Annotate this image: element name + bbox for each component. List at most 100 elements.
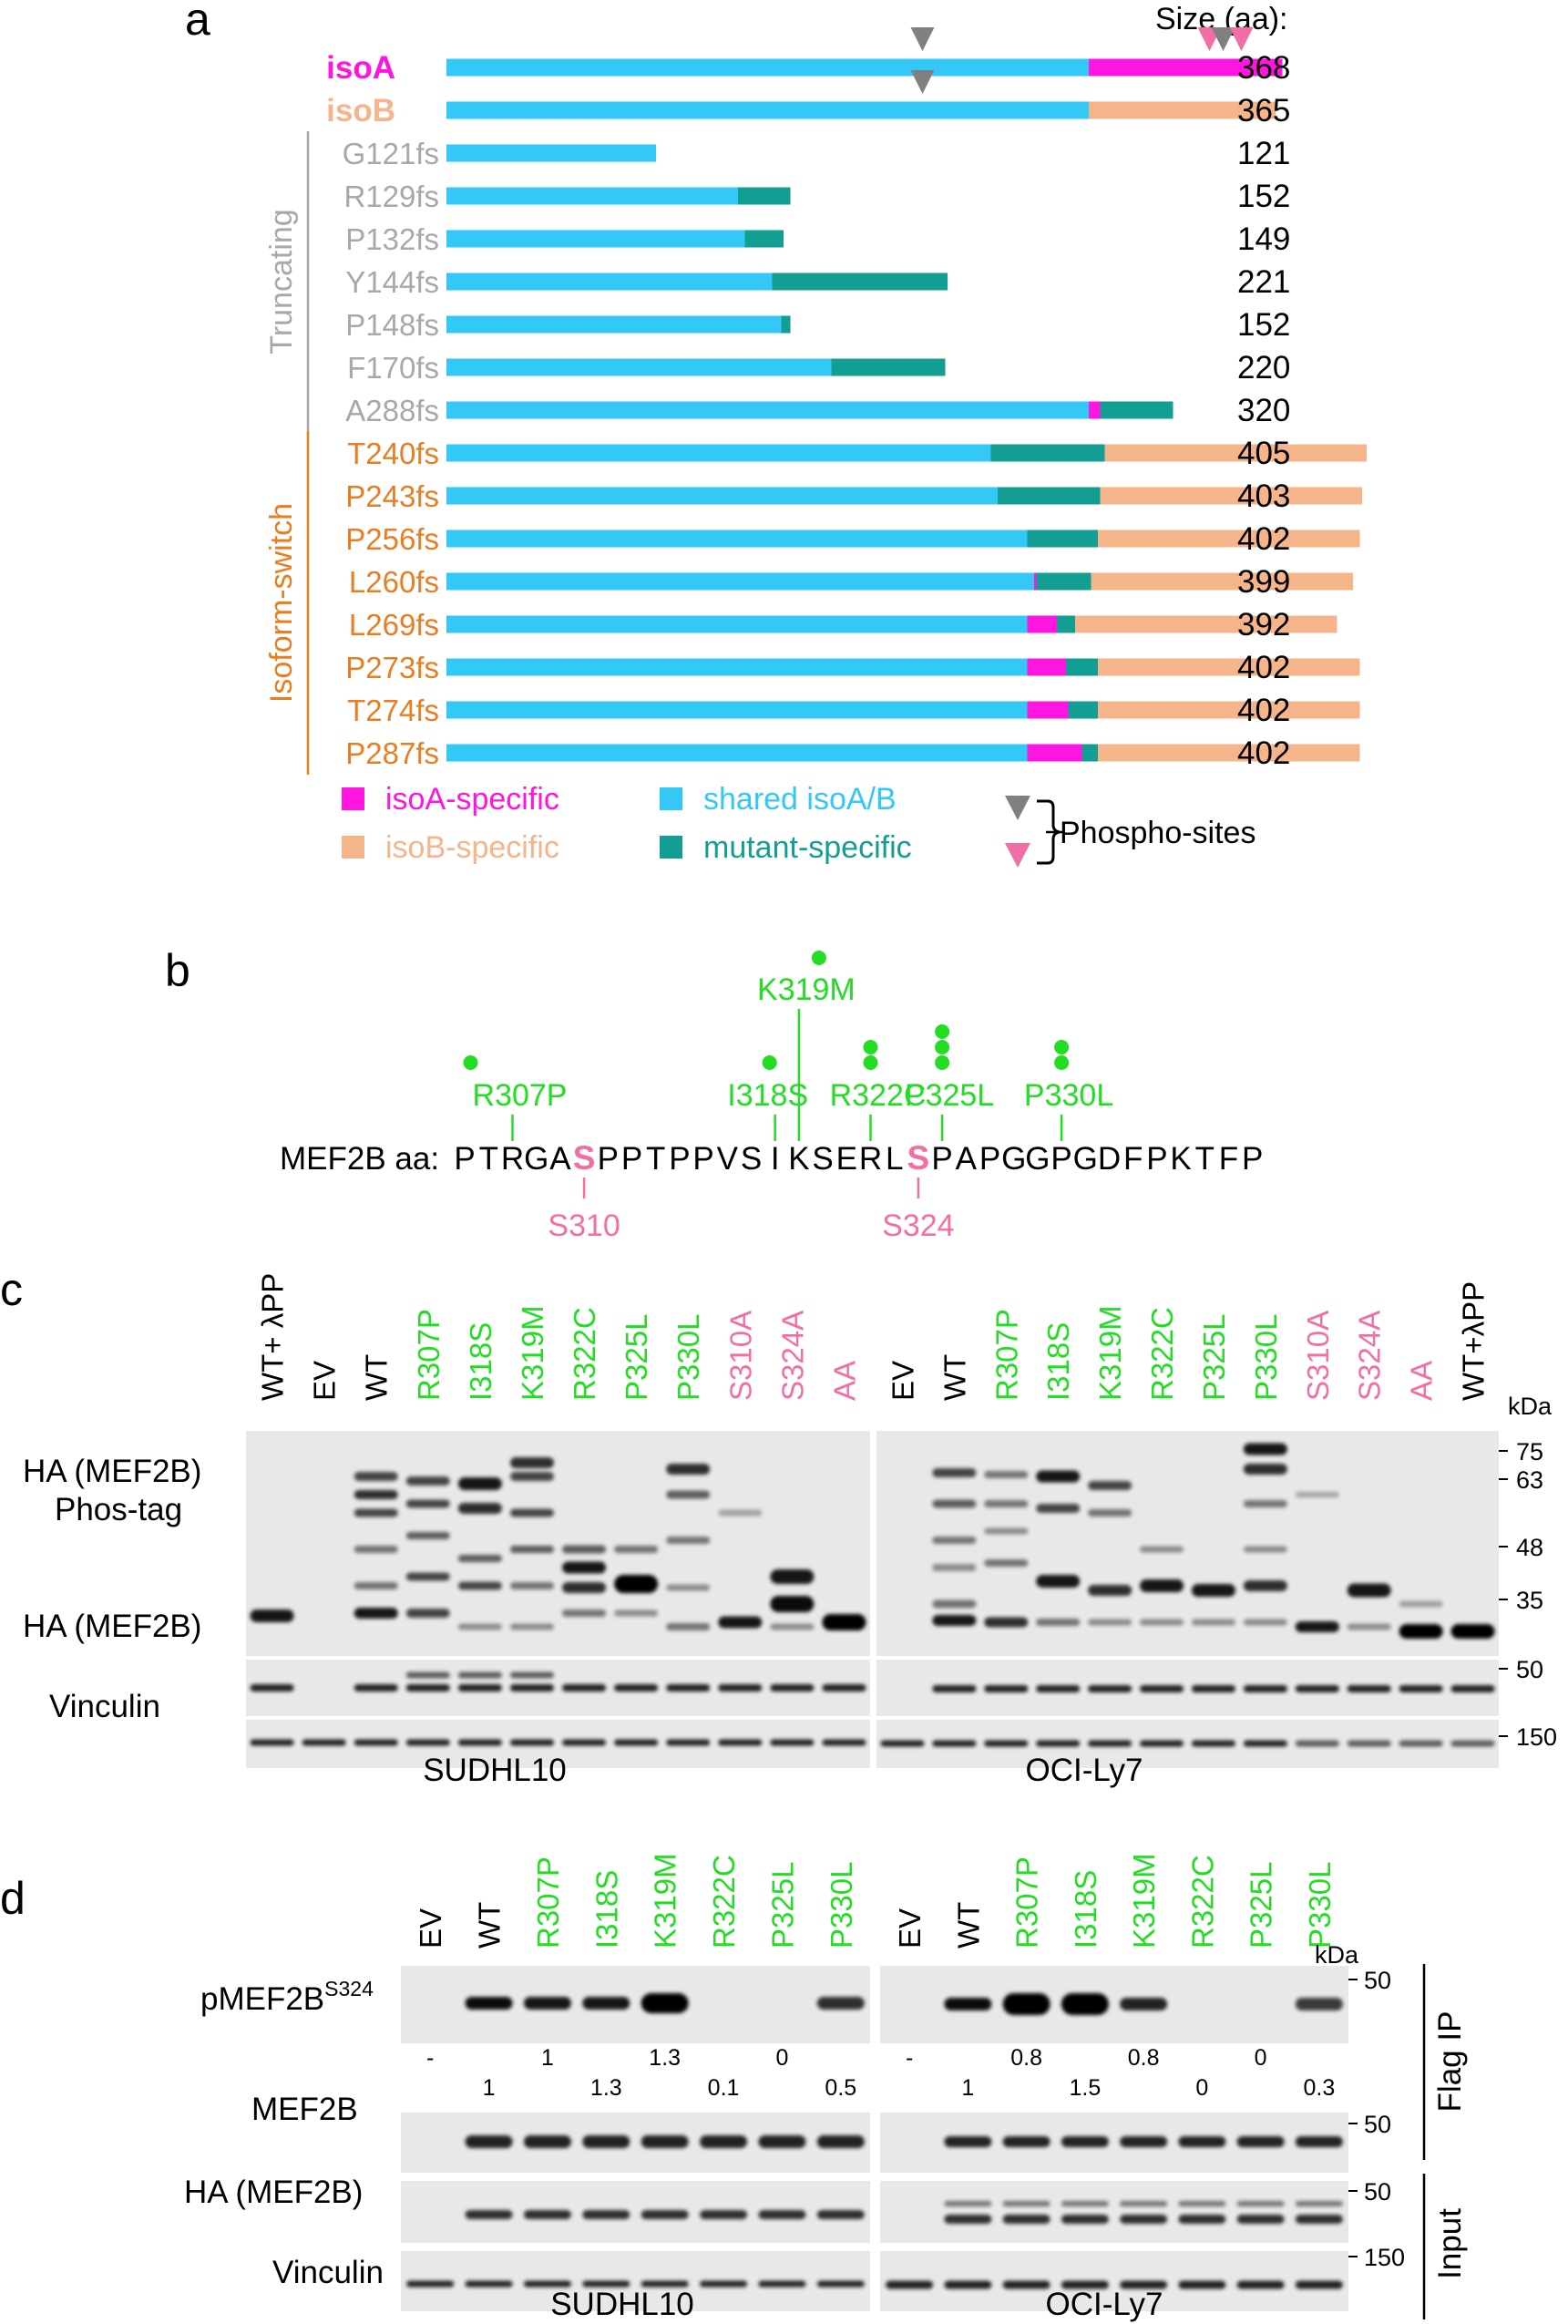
group-isoform-switch: T240fs 405 P243fs 403 P256fs 402 L260fs 399 L269… <box>264 431 1367 775</box>
residue: A <box>549 1141 571 1177</box>
ha-upper-band <box>405 1671 450 1679</box>
protein-size: 220 <box>1237 350 1290 386</box>
vinculin-band <box>523 2280 571 2288</box>
mutant-p273fs-mutant-segment <box>1066 658 1098 676</box>
legend-item-shared-isoa-b: shared isoA/B <box>660 782 897 817</box>
mutation-recurrence-dot <box>863 1055 878 1070</box>
protein-size: 320 <box>1237 393 1290 428</box>
mef2b-band <box>944 2136 992 2147</box>
cell-line-sudhl10: SUDHL10 <box>423 1753 567 1788</box>
residue: P <box>1050 1141 1071 1177</box>
quant-value: 0.3 <box>1303 2075 1335 2101</box>
phos-tag-band <box>1243 1580 1287 1591</box>
mutant-p287fs-isoB-segment <box>1098 744 1360 762</box>
mutant-name: P243fs <box>345 479 439 513</box>
lane-label-p325l: P325L <box>620 1314 653 1401</box>
lane-label-p330l: P330L <box>825 1862 858 1949</box>
mutation-label: R322C <box>830 1078 927 1113</box>
phospho-sites-label: Phospho-sites <box>1060 816 1255 850</box>
isoform-rows: isoA 368 isoB 365 <box>326 27 1290 129</box>
kda-label: kDa <box>1508 1393 1553 1420</box>
grey-phospho-site-triangle <box>1211 27 1235 51</box>
residue: P <box>598 1141 619 1177</box>
phos-tag-band <box>932 1599 977 1609</box>
ha-band <box>770 1684 815 1692</box>
phos-tag-band <box>666 1537 711 1544</box>
lane-label-r322c: R322C <box>568 1307 601 1401</box>
vinculin-band <box>770 1739 815 1746</box>
phos-tag-band <box>984 1559 1029 1567</box>
protein-size: 402 <box>1237 521 1290 557</box>
residue: G <box>524 1141 548 1177</box>
phos-tag-band <box>984 1527 1029 1535</box>
cell-line-oci-ly7: OCI-Ly7 <box>1045 2287 1163 2322</box>
phos-tag-band <box>770 1623 815 1630</box>
lane-label-r307p: R307P <box>989 1309 1023 1401</box>
mutation-recurrence-dot <box>762 1055 777 1070</box>
ha-band <box>1295 1685 1339 1692</box>
ha-band <box>932 1685 977 1692</box>
mutant-p256fs-isoB-segment <box>1098 530 1360 548</box>
ha-band <box>1036 1685 1081 1692</box>
legend-label: shared isoA/B <box>703 782 897 817</box>
phos-tag-band <box>1191 1584 1235 1597</box>
mutant-row-p273fs: P273fs 402 <box>345 650 1360 685</box>
mutation-recurrence-dot <box>1054 1040 1070 1054</box>
ha-input-upper-band <box>1295 2201 1343 2206</box>
residue: P <box>931 1141 952 1177</box>
ha-input-band <box>1295 2215 1343 2224</box>
mutant-row-p287fs: P287fs 402 <box>345 735 1360 771</box>
protein-size: 221 <box>1237 264 1290 300</box>
row-label-phos-tag: Phos-tag <box>55 1492 182 1527</box>
phos-tag-band <box>1295 1621 1339 1632</box>
vinculin-band <box>641 2280 689 2288</box>
mutant-a288fs-shared-segment <box>446 401 1089 419</box>
mutation-recurrence-dot <box>463 1055 478 1070</box>
lane-label-ev: EV <box>308 1361 342 1401</box>
ha-band <box>614 1684 659 1692</box>
marker-48: 48 <box>1516 1534 1543 1561</box>
mutation-recurrence-dot <box>935 1024 950 1039</box>
residue: G <box>1001 1141 1026 1177</box>
phos-tag-band <box>509 1508 554 1517</box>
phos-tag-band <box>509 1623 554 1630</box>
isoform-isob-isoB-segment <box>1089 101 1276 119</box>
phos-tag-band <box>718 1616 763 1629</box>
mutant-name: L260fs <box>349 565 439 599</box>
mutant-p132fs-shared-segment <box>446 230 745 248</box>
lane-label-i318s: I318S <box>464 1322 497 1401</box>
mutant-g121fs-shared-segment <box>446 144 656 162</box>
vinculin-band <box>886 2280 934 2289</box>
phos-tag-band <box>932 1564 977 1571</box>
pmef2b-band <box>641 1993 689 2013</box>
vinculin-blot-right <box>876 1720 1499 1768</box>
protein-size: 368 <box>1237 50 1290 86</box>
ha-band <box>1450 1685 1495 1692</box>
phospho-residue: S <box>907 1139 930 1177</box>
lane-label-ev: EV <box>414 1908 447 1949</box>
lane-label-wt: WT <box>938 1354 971 1401</box>
phos-tag-band <box>1036 1619 1081 1626</box>
phos-tag-band <box>405 1532 450 1539</box>
ha-band <box>1243 1685 1287 1692</box>
mef2b-band <box>1061 2136 1109 2147</box>
mutant-p132fs-mutant-segment <box>744 230 784 248</box>
blot-images <box>401 1966 1348 2311</box>
ha-band <box>718 1684 763 1692</box>
phos-tag-band <box>1088 1585 1132 1596</box>
ha-band <box>457 1684 502 1692</box>
residue: T <box>479 1141 498 1177</box>
mutation-label: P325L <box>905 1078 994 1113</box>
mutant-y144fs-shared-segment <box>446 273 773 291</box>
phos-tag-band <box>354 1546 398 1553</box>
isoform-row-isoa: isoA 368 <box>326 27 1290 86</box>
mutation-label: P330L <box>1024 1078 1113 1113</box>
residue: K <box>1170 1141 1191 1177</box>
vinculin-band <box>457 1739 502 1746</box>
protein-size: 399 <box>1237 564 1290 600</box>
mutant-row-t240fs: T240fs 405 <box>347 436 1367 471</box>
phos-tag-band <box>250 1609 294 1622</box>
lane-label-k319m: K319M <box>1127 1853 1161 1949</box>
vinculin-band <box>354 1739 398 1746</box>
pmef2b-band <box>1120 1998 1168 2010</box>
